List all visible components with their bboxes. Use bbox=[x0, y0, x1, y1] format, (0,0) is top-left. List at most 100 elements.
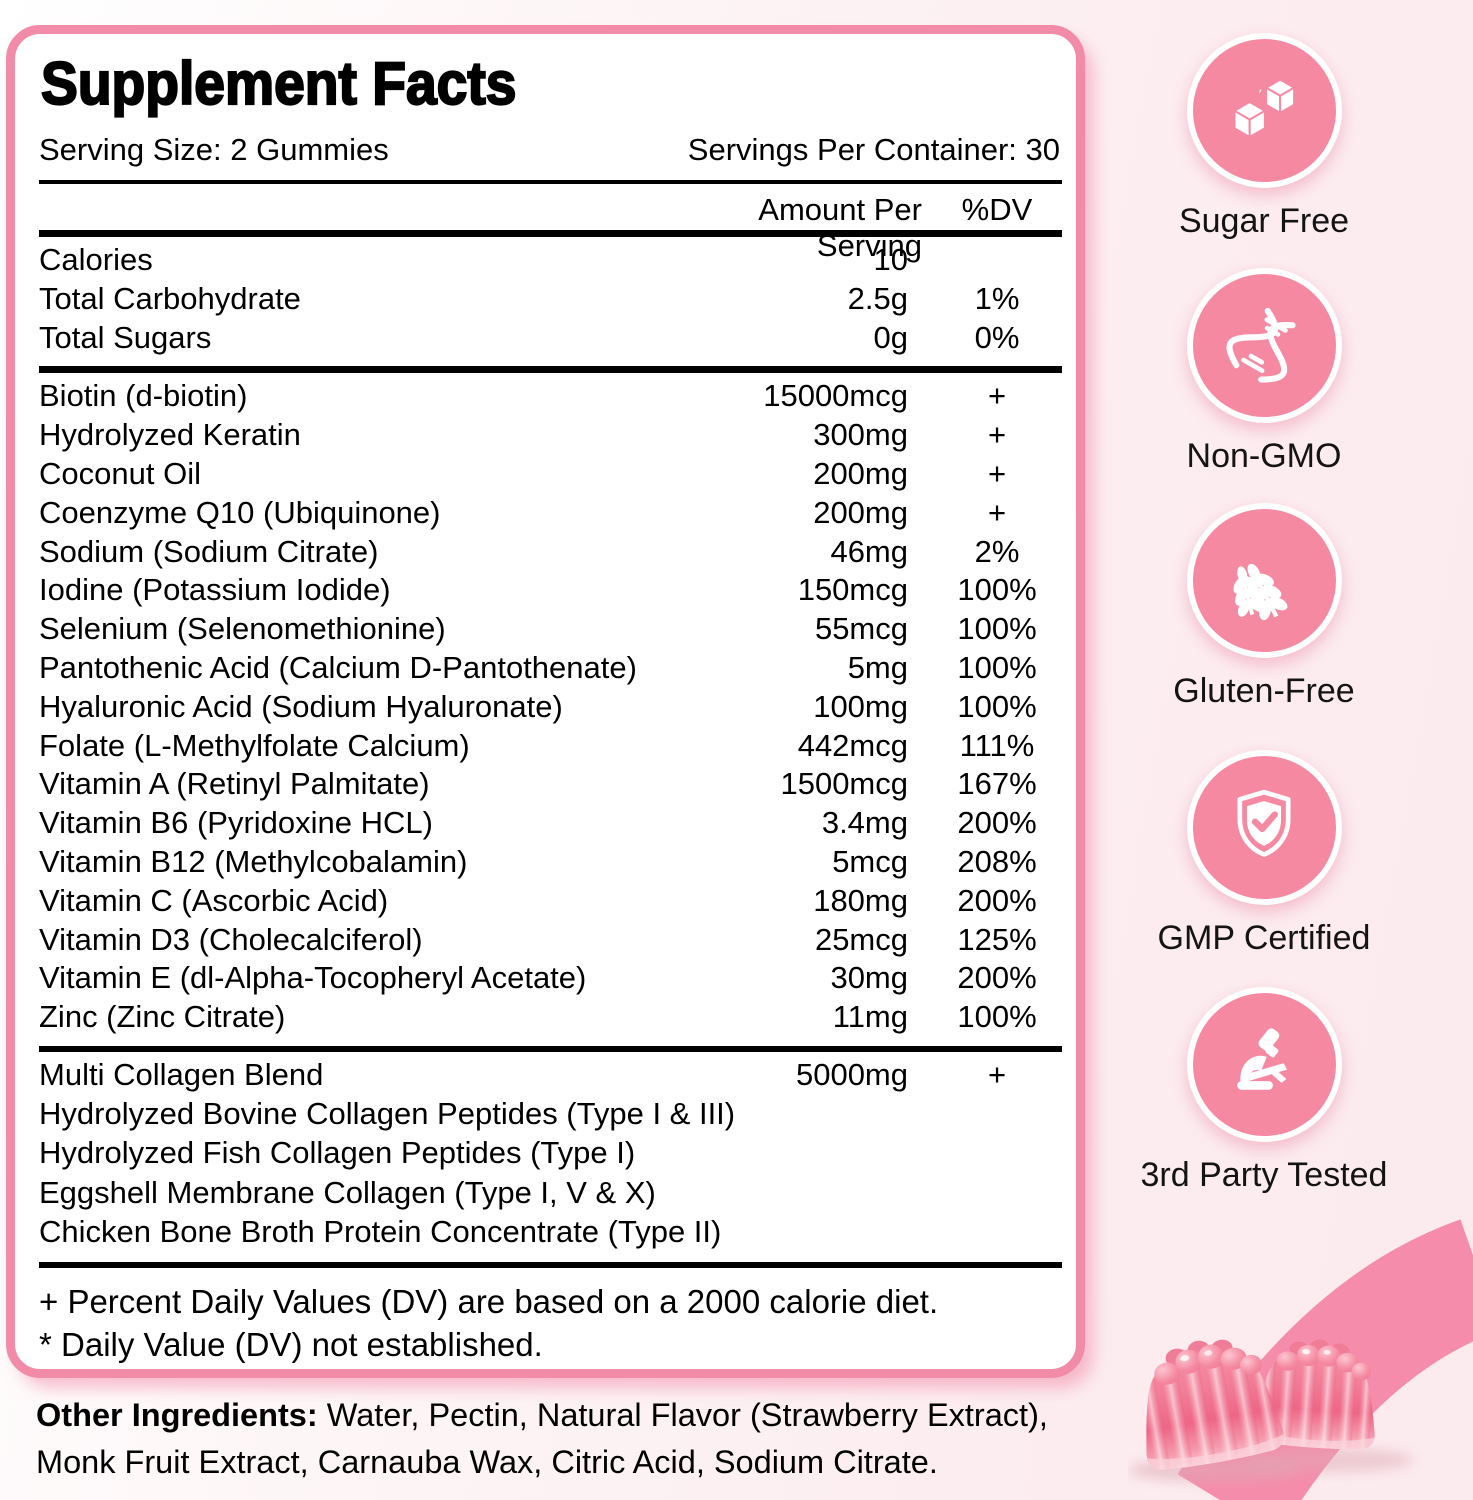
badge-label: Non-GMO bbox=[1186, 437, 1342, 475]
ingredient-name: Multi Collagen Blend bbox=[39, 1056, 324, 1092]
ingredient-amount: 180mg bbox=[813, 882, 908, 918]
other-ingredients-label: Other Ingredients: bbox=[36, 1397, 318, 1433]
table-row: Folate (L-Methylfolate Calcium) 442mcg 111… bbox=[39, 728, 1062, 767]
collagen-blend-block: Multi Collagen Blend 5000mg + Hydrolyzed Bo… bbox=[39, 1052, 1062, 1262]
badge-non-gmo: Non-GMO bbox=[1128, 268, 1400, 476]
ingredient-amount: 30mg bbox=[830, 960, 908, 996]
ingredient-name: Eggshell Membrane Collagen (Type I, V & … bbox=[39, 1174, 656, 1210]
serving-info-row: Serving Size: 2 Gummies Servings Per Con… bbox=[39, 132, 1062, 168]
ingredient-dv: 111% bbox=[959, 727, 1035, 763]
ingredient-amount: 2.5g bbox=[847, 280, 908, 316]
ingredient-dv: + bbox=[987, 378, 1007, 414]
ingredient-name: Hyaluronic Acid (Sodium Hyaluronate) bbox=[39, 688, 563, 724]
ingredient-name: Hydrolyzed Fish Collagen Peptides (Type … bbox=[39, 1135, 636, 1171]
ingredient-amount: 150mcg bbox=[797, 572, 908, 608]
shield-check-icon bbox=[1186, 750, 1342, 905]
blend-component-row: Chicken Bone Broth Protein Concentrate (… bbox=[39, 1214, 1062, 1254]
nutrient-rows: Biotin (d-biotin) 15000mcg + Hydrolyzed Ker… bbox=[39, 373, 1062, 1046]
ingredient-amount: 200mg bbox=[813, 455, 908, 491]
ingredient-amount: 3.4mg bbox=[821, 805, 908, 841]
ingredient-amount: 5mg bbox=[847, 649, 908, 685]
ingredient-dv: 167% bbox=[957, 766, 1037, 802]
badge-label: Gluten-Free bbox=[1173, 672, 1355, 710]
ingredient-name: Sodium (Sodium Citrate) bbox=[39, 533, 379, 569]
table-row: Zinc (Zinc Citrate) 11mg 100% bbox=[39, 999, 1062, 1038]
ingredient-amount: 442mcg bbox=[797, 727, 908, 763]
ingredient-amount: 0g bbox=[873, 319, 908, 355]
ingredient-name: Selenium (Selenomethionine) bbox=[39, 611, 446, 647]
ingredient-amount: 200mg bbox=[813, 494, 908, 530]
badge-label: Sugar Free bbox=[1178, 202, 1350, 240]
ingredient-dv: + bbox=[987, 417, 1007, 453]
ingredient-name: Total Carbohydrate bbox=[39, 280, 301, 316]
badge-sugar-free: Sugar Free bbox=[1128, 33, 1400, 241]
ingredient-dv: 2% bbox=[974, 533, 1020, 569]
ingredient-name: Coconut Oil bbox=[39, 455, 201, 491]
ingredient-name: Vitamin B6 (Pyridoxine HCL) bbox=[39, 805, 433, 841]
footnotes: + Percent Daily Values (DV) are based on… bbox=[39, 1268, 1062, 1366]
ingredient-amount: 5mcg bbox=[832, 843, 908, 879]
footnote-line: * Daily Value (DV) not established. bbox=[39, 1325, 543, 1363]
ingredient-amount: 10 bbox=[873, 242, 908, 277]
column-header-row: Amount Per Serving %DV bbox=[39, 192, 1062, 263]
panel-title: Supplement Facts bbox=[40, 50, 517, 117]
ingredient-dv: 100% bbox=[957, 611, 1037, 647]
sugar-cubes-icon bbox=[1186, 33, 1342, 188]
blend-component-row: Hydrolyzed Bovine Collagen Peptides (Typ… bbox=[39, 1096, 1062, 1136]
blend-component-row: Hydrolyzed Fish Collagen Peptides (Type … bbox=[39, 1135, 1062, 1175]
ingredient-amount: 300mg bbox=[813, 417, 908, 453]
servings-per-container: Servings Per Container: 30 bbox=[687, 132, 1060, 167]
ingredient-name: Folate (L-Methylfolate Calcium) bbox=[39, 727, 470, 763]
ingredient-dv: 200% bbox=[957, 882, 1037, 918]
blend-component-row: Eggshell Membrane Collagen (Type I, V & … bbox=[39, 1175, 1062, 1215]
serving-size: Serving Size: 2 Gummies bbox=[39, 132, 389, 167]
table-row: Total Sugars 0g 0% bbox=[39, 320, 1062, 359]
ingredient-dv: 200% bbox=[957, 805, 1037, 841]
ingredient-name: Vitamin E (dl-Alpha-Tocopheryl Acetate) bbox=[39, 960, 587, 996]
table-row: Calories 10 bbox=[39, 242, 1062, 281]
table-row: Coconut Oil 200mg + bbox=[39, 456, 1062, 495]
macro-rows: Calories 10 Total Carbohydrate 2.5g 1% Total … bbox=[39, 237, 1062, 366]
divider bbox=[39, 1261, 1062, 1268]
dv-column-header: %DV bbox=[961, 192, 1033, 227]
footnote-line: + Percent Daily Values (DV) are based on… bbox=[39, 1282, 939, 1320]
ingredient-dv: + bbox=[987, 455, 1007, 491]
badge-3rd-party-tested: 3rd Party Tested bbox=[1128, 987, 1400, 1195]
ingredient-dv: + bbox=[987, 494, 1007, 530]
ingredient-amount: 11mg bbox=[832, 999, 908, 1035]
ingredient-amount: 55mcg bbox=[814, 611, 908, 647]
table-row: Biotin (d-biotin) 15000mcg + bbox=[39, 378, 1062, 417]
ingredient-name: Total Sugars bbox=[39, 319, 212, 355]
badge-label: GMP Certified bbox=[1157, 919, 1371, 957]
pink-swoosh bbox=[1177, 1219, 1473, 1500]
ingredient-name: Iodine (Potassium Iodide) bbox=[39, 572, 391, 608]
microscope-icon bbox=[1186, 987, 1342, 1142]
ingredient-dv: 125% bbox=[957, 921, 1037, 957]
wheat-icon bbox=[1186, 503, 1342, 658]
table-row: Pantothenic Acid (Calcium D-Pantothenate… bbox=[39, 650, 1062, 689]
ingredient-name: Vitamin B12 (Methylcobalamin) bbox=[39, 843, 468, 879]
table-row: Hydrolyzed Keratin 300mg + bbox=[39, 417, 1062, 456]
ingredient-dv: 208% bbox=[957, 843, 1037, 879]
amount-column-header: Amount Per Serving bbox=[758, 192, 922, 263]
ingredient-amount: 5000mg bbox=[795, 1056, 908, 1092]
table-row: Iodine (Potassium Iodide) 150mcg 100% bbox=[39, 572, 1062, 611]
ingredient-dv: + bbox=[987, 1056, 1007, 1092]
ingredient-name: Vitamin A (Retinyl Palmitate) bbox=[39, 766, 430, 802]
ingredient-name: Pantothenic Acid (Calcium D-Pantothenate… bbox=[39, 649, 637, 685]
ingredient-name: Coenzyme Q10 (Ubiquinone) bbox=[39, 494, 441, 530]
badge-gmp-certified: GMP Certified bbox=[1128, 750, 1400, 958]
ingredient-amount: 1500mcg bbox=[780, 766, 908, 802]
table-row: Vitamin D3 (Cholecalciferol) 25mcg 125% bbox=[39, 922, 1062, 961]
divider bbox=[39, 366, 1062, 374]
ingredient-amount: 46mg bbox=[830, 533, 908, 569]
table-row: Multi Collagen Blend 5000mg + bbox=[39, 1057, 1062, 1096]
table-row: Vitamin E (dl-Alpha-Tocopheryl Acetate) 3… bbox=[39, 960, 1062, 999]
ingredient-dv: 100% bbox=[957, 649, 1037, 685]
ingredient-dv: 100% bbox=[957, 999, 1037, 1035]
table-row: Selenium (Selenomethionine) 55mcg 100% bbox=[39, 611, 1062, 650]
table-row: Vitamin A (Retinyl Palmitate) 1500mcg 167% bbox=[39, 766, 1062, 805]
table-row: Hyaluronic Acid (Sodium Hyaluronate) 100m… bbox=[39, 689, 1062, 728]
table-row: Sodium (Sodium Citrate) 46mg 2% bbox=[39, 534, 1062, 573]
